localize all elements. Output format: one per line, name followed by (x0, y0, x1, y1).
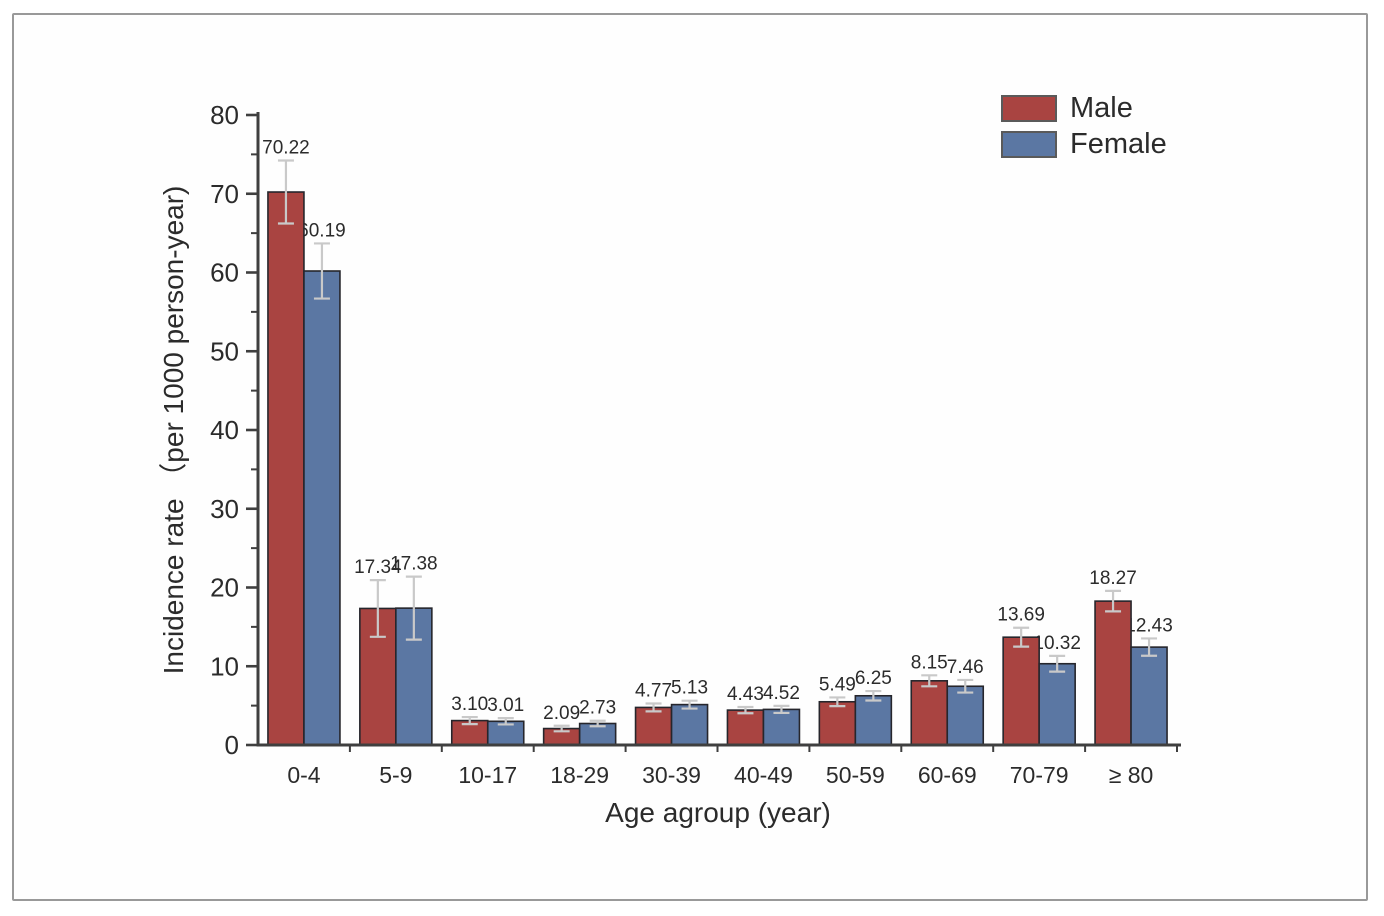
bar-label-male-5: 4.43 (727, 684, 764, 705)
bar-male-7 (910, 680, 949, 746)
legend-swatch-female (1001, 131, 1057, 158)
y-tick-label-50: 50 (210, 336, 239, 366)
bar-female-9 (1130, 646, 1168, 746)
bar-label-female-5: 4.52 (763, 683, 800, 704)
error-bar-female-3 (589, 719, 606, 728)
category-label-1: 5-9 (379, 762, 412, 788)
category-label-6: 50-59 (826, 762, 885, 788)
y-axis-title: Incidence rate （per 1000 person-year) (158, 185, 189, 675)
figure-frame (12, 13, 1368, 901)
y-tick-label-20: 20 (210, 573, 239, 603)
error-bar-female-9 (1141, 637, 1158, 657)
bar-female-7 (946, 685, 985, 746)
category-label-2: 10-17 (458, 762, 517, 788)
bar-label-female-8: 10.32 (1033, 633, 1081, 654)
y-tick-label-30: 30 (210, 494, 239, 524)
category-label-7: 60-69 (918, 762, 977, 788)
bar-female-0 (303, 270, 341, 746)
error-bar-male-8 (1013, 626, 1030, 648)
bar-label-male-4: 4.77 (635, 680, 672, 701)
bar-label-male-6: 5.49 (819, 674, 856, 695)
legend-label-female: Female (1070, 128, 1167, 160)
bar-label-female-4: 5.13 (671, 678, 708, 699)
bar-label-female-6: 6.25 (855, 668, 892, 689)
category-label-3: 18-29 (550, 762, 609, 788)
error-bar-female-0 (313, 242, 330, 300)
bar-label-male-9: 18.27 (1089, 568, 1137, 589)
error-bar-female-5 (773, 704, 790, 715)
category-label-4: 30-39 (642, 762, 701, 788)
legend-item-male: Male (1001, 94, 1167, 123)
bar-male-6 (818, 700, 857, 746)
bar-male-9 (1094, 600, 1132, 746)
bar-male-4 (634, 706, 673, 746)
bar-male-0 (267, 191, 305, 746)
bar-label-male-0: 70.22 (262, 138, 310, 159)
bar-label-male-8: 13.69 (997, 605, 1045, 626)
bar-female-5 (762, 708, 801, 746)
bar-male-5 (726, 709, 765, 746)
bar-label-female-1: 17.38 (390, 554, 438, 575)
error-bar-female-8 (1049, 654, 1066, 673)
y-tick-label-40: 40 (210, 415, 239, 445)
bar-male-8 (1002, 636, 1040, 746)
bar-female-8 (1038, 662, 1076, 746)
bar-female-6 (854, 694, 893, 746)
bar-label-male-2: 3.10 (451, 694, 488, 715)
error-bar-male-7 (921, 674, 938, 688)
bar-label-female-7: 7.46 (947, 657, 984, 678)
category-label-0: 0-4 (287, 762, 320, 788)
y-tick-label-80: 80 (210, 100, 239, 130)
y-tick-label-10: 10 (210, 651, 239, 681)
bar-label-male-1: 17.34 (354, 557, 402, 578)
error-bar-female-4 (681, 699, 698, 710)
bar-label-male-7: 8.15 (911, 652, 948, 673)
error-bar-male-3 (553, 724, 570, 733)
legend-swatch-male (1001, 95, 1057, 122)
legend: Male Female (1001, 94, 1167, 159)
bar-label-male-3: 2.09 (543, 703, 580, 724)
error-bar-male-5 (737, 705, 754, 715)
error-bar-female-2 (497, 717, 514, 726)
error-bar-male-1 (369, 578, 386, 638)
y-tick-label-70: 70 (210, 179, 239, 209)
error-bar-female-6 (865, 689, 882, 702)
bar-female-4 (670, 703, 709, 746)
y-tick-label-60: 60 (210, 258, 239, 288)
error-bar-male-9 (1105, 589, 1122, 613)
bar-label-female-0: 60.19 (298, 220, 346, 241)
bar-label-female-9: 12.43 (1125, 615, 1173, 636)
error-bar-male-0 (277, 159, 294, 225)
x-axis-title: Age agroup (year) (605, 797, 831, 828)
category-label-9: ≥ 80 (1109, 762, 1154, 788)
bar-label-female-3: 2.73 (579, 698, 616, 719)
error-bar-male-2 (461, 715, 478, 726)
error-bar-male-6 (829, 696, 846, 708)
legend-item-female: Female (1001, 130, 1167, 159)
y-tick-label-0: 0 (225, 730, 239, 760)
category-label-8: 70-79 (1010, 762, 1069, 788)
bar-label-female-2: 3.01 (487, 695, 524, 716)
error-bar-female-7 (957, 678, 974, 694)
error-bar-female-1 (405, 575, 422, 641)
error-bar-male-4 (645, 702, 662, 713)
category-label-5: 40-49 (734, 762, 793, 788)
legend-label-male: Male (1070, 92, 1133, 124)
